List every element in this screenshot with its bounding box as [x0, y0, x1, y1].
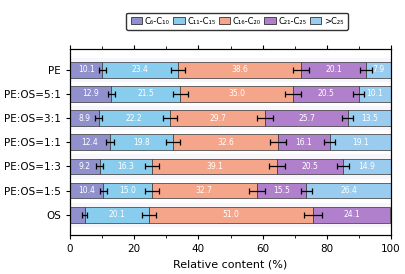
Bar	[330, 135, 391, 150]
Text: 38.6: 38.6	[231, 65, 248, 74]
Text: 13.5: 13.5	[361, 114, 378, 123]
Bar	[152, 159, 277, 174]
Text: 39.1: 39.1	[206, 162, 223, 171]
Bar	[70, 207, 85, 222]
Bar	[301, 62, 366, 78]
Text: 20.1: 20.1	[325, 65, 342, 74]
Bar	[366, 62, 391, 78]
Bar	[149, 207, 313, 222]
Bar	[70, 159, 100, 174]
Text: 22.2: 22.2	[126, 114, 143, 123]
Text: 7.9: 7.9	[373, 65, 385, 74]
Text: 19.1: 19.1	[352, 138, 369, 147]
Bar	[70, 106, 391, 130]
Text: 32.7: 32.7	[196, 186, 213, 195]
Bar	[70, 203, 391, 227]
Text: 25.7: 25.7	[298, 114, 315, 123]
Text: 12.9: 12.9	[82, 90, 99, 98]
Text: 24.1: 24.1	[343, 210, 360, 219]
Text: 51.0: 51.0	[222, 210, 239, 219]
Bar	[70, 62, 102, 78]
Bar	[278, 135, 330, 150]
Text: 14.9: 14.9	[359, 162, 375, 171]
Bar	[151, 183, 256, 198]
Bar	[70, 86, 111, 102]
Text: 8.9: 8.9	[78, 114, 90, 123]
Bar	[313, 207, 390, 222]
Text: 15.5: 15.5	[273, 186, 290, 195]
Bar	[306, 183, 391, 198]
X-axis label: Relative content (%): Relative content (%)	[173, 260, 288, 270]
Text: 12.4: 12.4	[81, 138, 98, 147]
Text: 20.1: 20.1	[109, 210, 125, 219]
Text: 20.5: 20.5	[317, 90, 334, 98]
Bar	[100, 159, 152, 174]
Bar	[85, 207, 149, 222]
Bar	[181, 86, 293, 102]
Bar	[70, 183, 103, 198]
Bar	[70, 58, 391, 82]
Text: 10.4: 10.4	[78, 186, 95, 195]
Text: 16.3: 16.3	[117, 162, 134, 171]
Text: 9.2: 9.2	[79, 162, 91, 171]
Bar	[177, 62, 301, 78]
Bar	[347, 110, 391, 126]
Bar	[265, 110, 347, 126]
Text: 16.1: 16.1	[296, 138, 312, 147]
Text: 21.5: 21.5	[138, 90, 154, 98]
Bar	[170, 110, 265, 126]
Text: 32.6: 32.6	[217, 138, 234, 147]
Bar	[277, 159, 343, 174]
Bar	[293, 86, 358, 102]
Bar	[111, 86, 181, 102]
Bar	[102, 62, 177, 78]
Bar	[70, 154, 391, 178]
Text: 20.5: 20.5	[302, 162, 319, 171]
Bar	[70, 110, 99, 126]
Text: 15.0: 15.0	[119, 186, 136, 195]
Bar	[103, 183, 151, 198]
Bar	[70, 135, 110, 150]
Bar	[343, 159, 391, 174]
Bar	[99, 110, 170, 126]
Text: 26.4: 26.4	[340, 186, 357, 195]
Bar	[256, 183, 306, 198]
Text: 29.7: 29.7	[209, 114, 226, 123]
Text: 10.1: 10.1	[367, 90, 383, 98]
Text: 23.4: 23.4	[132, 65, 149, 74]
Text: 35.0: 35.0	[228, 90, 245, 98]
Text: 10.1: 10.1	[78, 65, 95, 74]
Bar	[110, 135, 173, 150]
Legend: C₆-C₁₀, C₁₁-C₁₅, C₁₆-C₂₀, C₂₁-C₂₅, >C₂₅: C₆-C₁₀, C₁₁-C₁₅, C₁₆-C₂₀, C₂₁-C₂₅, >C₂₅	[126, 13, 347, 30]
Bar	[358, 86, 391, 102]
Bar	[173, 135, 278, 150]
Text: 19.8: 19.8	[133, 138, 150, 147]
